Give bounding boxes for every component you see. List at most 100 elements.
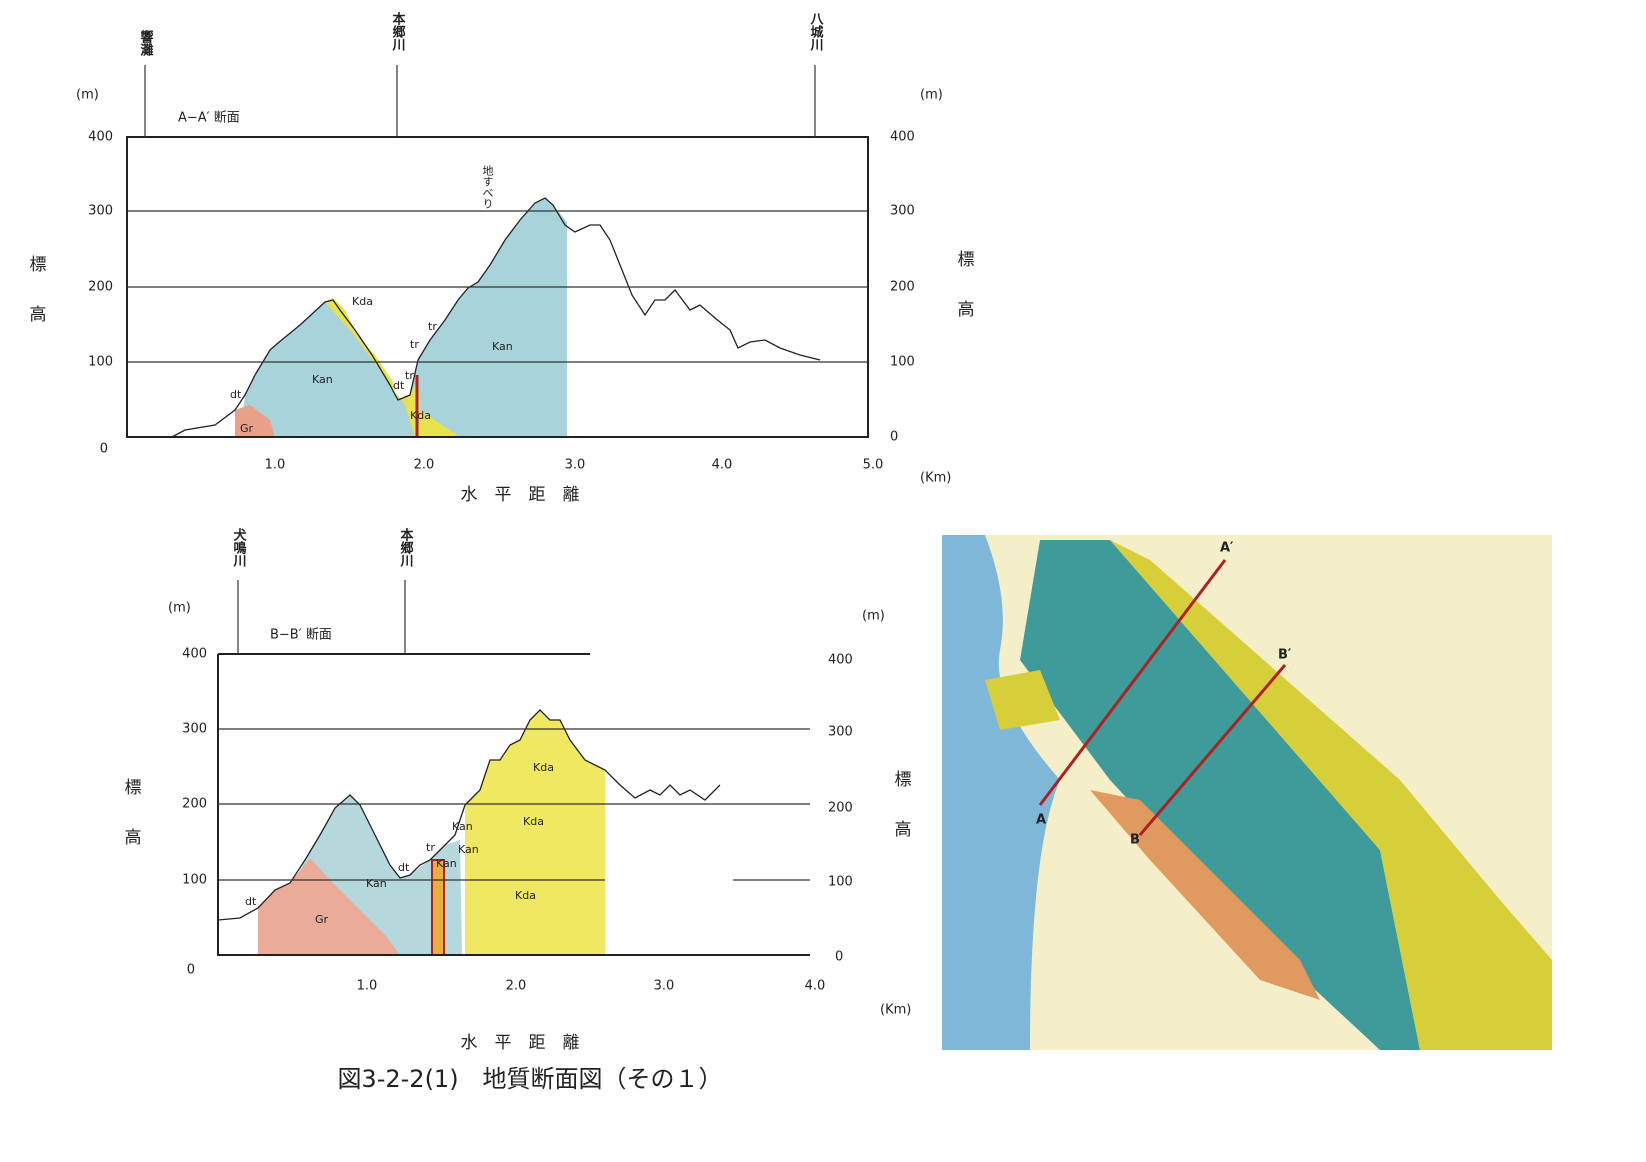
river-label: 八城川 (808, 12, 825, 51)
y-axis-label: 高 (958, 300, 975, 320)
river-label: 本郷川 (398, 527, 415, 567)
x-axis-label: 水 平 距 離 (461, 485, 580, 505)
y-tick-label: 200 (890, 280, 915, 295)
x-tick-label: 1.0 (265, 458, 286, 473)
kan-fill (240, 198, 567, 437)
geo-label: Kan (436, 857, 457, 870)
geo-label: Kda (523, 815, 544, 828)
map-gr (1090, 790, 1320, 1000)
y-axis-label: 標 (895, 770, 912, 790)
y-tick-label: 0 (890, 430, 898, 445)
x-tick-label: 4.0 (805, 979, 826, 994)
geo-label: Kan (452, 820, 473, 833)
geo-label: Gr (315, 913, 329, 926)
geo-label: dt (245, 895, 257, 908)
geo-label: Gr (240, 422, 254, 435)
section-line-b (1138, 664, 1287, 836)
unit: (m) (168, 601, 191, 616)
geo-label: Kan (366, 877, 387, 890)
y-tick-label: 200 (828, 801, 853, 816)
geo-label: tr (428, 320, 437, 333)
caption: 図3-2-2(1) 地質断面図（その１） (337, 1065, 722, 1093)
geo-label: Kda (352, 295, 373, 308)
x-tick-label: 3.0 (654, 979, 675, 994)
geo-label: dt (393, 379, 405, 392)
gr-fill (235, 405, 275, 437)
geo-label: Kan (492, 340, 513, 353)
y-tick-label: 400 (182, 647, 207, 662)
section-title: B−B′ 断面 (270, 628, 332, 643)
unit: (m) (76, 88, 99, 103)
x-tick-label: 4.0 (712, 458, 733, 473)
y-tick-label: 100 (88, 355, 113, 370)
geologic-map: A A′ B B′ (942, 535, 1552, 1050)
geo-label: dt (230, 388, 242, 401)
x-axis-label: 水 平 距 離 (461, 1033, 580, 1053)
kan-fill (300, 795, 462, 955)
section-title: A−A′ 断面 (178, 111, 240, 126)
y-tick-label: 200 (88, 280, 113, 295)
geo-label: tr (410, 338, 419, 351)
y-axis-label: 標 (30, 255, 47, 275)
river-label: 本郷川 (390, 11, 407, 51)
section-a: 響灘 本郷川 八城川 (m) (m) A−A′ 断面 400 300 200 1… (30, 11, 975, 505)
annotation: 地すべり (481, 165, 494, 209)
y-tick-label: 300 (88, 204, 113, 219)
y-tick-label: 400 (828, 653, 853, 668)
map-label: B′ (1278, 648, 1292, 663)
map-label: A (1036, 813, 1046, 828)
y-tick-label: 300 (828, 725, 853, 740)
x-tick-label: 2.0 (506, 979, 527, 994)
geo-label: tr (426, 841, 435, 854)
x-tick-label: 1.0 (357, 979, 378, 994)
profile (217, 709, 721, 921)
section-b: 犬鳴川 本郷川 (m) (m) B−B′ 断面 400 300 200 100 … (125, 527, 912, 1053)
fault (431, 859, 445, 956)
map-kda (1110, 540, 1552, 1050)
y-axis-label: 標 (125, 778, 142, 798)
plot-frame (217, 654, 810, 956)
geo-label: Kda (410, 409, 431, 422)
geo-label: Kda (533, 761, 554, 774)
x-unit: (Km) (880, 1003, 911, 1018)
x-tick-label: 3.0 (565, 458, 586, 473)
kda-fill (465, 710, 605, 955)
y-tick-label: 0 (100, 442, 108, 457)
y-axis-label: 高 (125, 828, 142, 848)
y-axis-label: 高 (30, 305, 47, 325)
y-tick-label: 0 (835, 950, 843, 965)
map-sea (942, 535, 1060, 1050)
gr-fill (258, 858, 400, 955)
x-tick-label: 5.0 (863, 458, 884, 473)
y-tick-label: 300 (182, 722, 207, 737)
unit: (m) (862, 609, 885, 624)
y-tick-label: 400 (88, 130, 113, 145)
river-label: 響灘 (138, 29, 154, 57)
geo-label: tr (405, 369, 414, 382)
geo-label: Kda (515, 889, 536, 902)
y-axis-label: 高 (895, 820, 912, 840)
kda-fill (325, 298, 460, 437)
section-line-a (1038, 559, 1227, 806)
y-tick-label: 200 (182, 797, 207, 812)
profile (171, 197, 821, 438)
y-tick-label: 100 (828, 875, 853, 890)
y-tick-label: 100 (182, 873, 207, 888)
map-kan (1020, 540, 1420, 1050)
geo-label: dt (398, 861, 410, 874)
x-unit: (Km) (920, 471, 951, 486)
y-tick-label: 300 (890, 204, 915, 219)
map-label: B (1130, 833, 1140, 848)
y-axis-label: 標 (958, 250, 975, 270)
x-tick-label: 2.0 (414, 458, 435, 473)
y-tick-label: 400 (890, 130, 915, 145)
geo-label: Kan (458, 843, 479, 856)
y-tick-label: 0 (187, 963, 195, 978)
map-kda (985, 670, 1060, 730)
map-label: A′ (1220, 541, 1234, 556)
river-label: 犬鳴川 (231, 527, 248, 567)
y-tick-label: 100 (890, 355, 915, 370)
geo-label: Kan (312, 373, 333, 386)
unit: (m) (920, 88, 943, 103)
